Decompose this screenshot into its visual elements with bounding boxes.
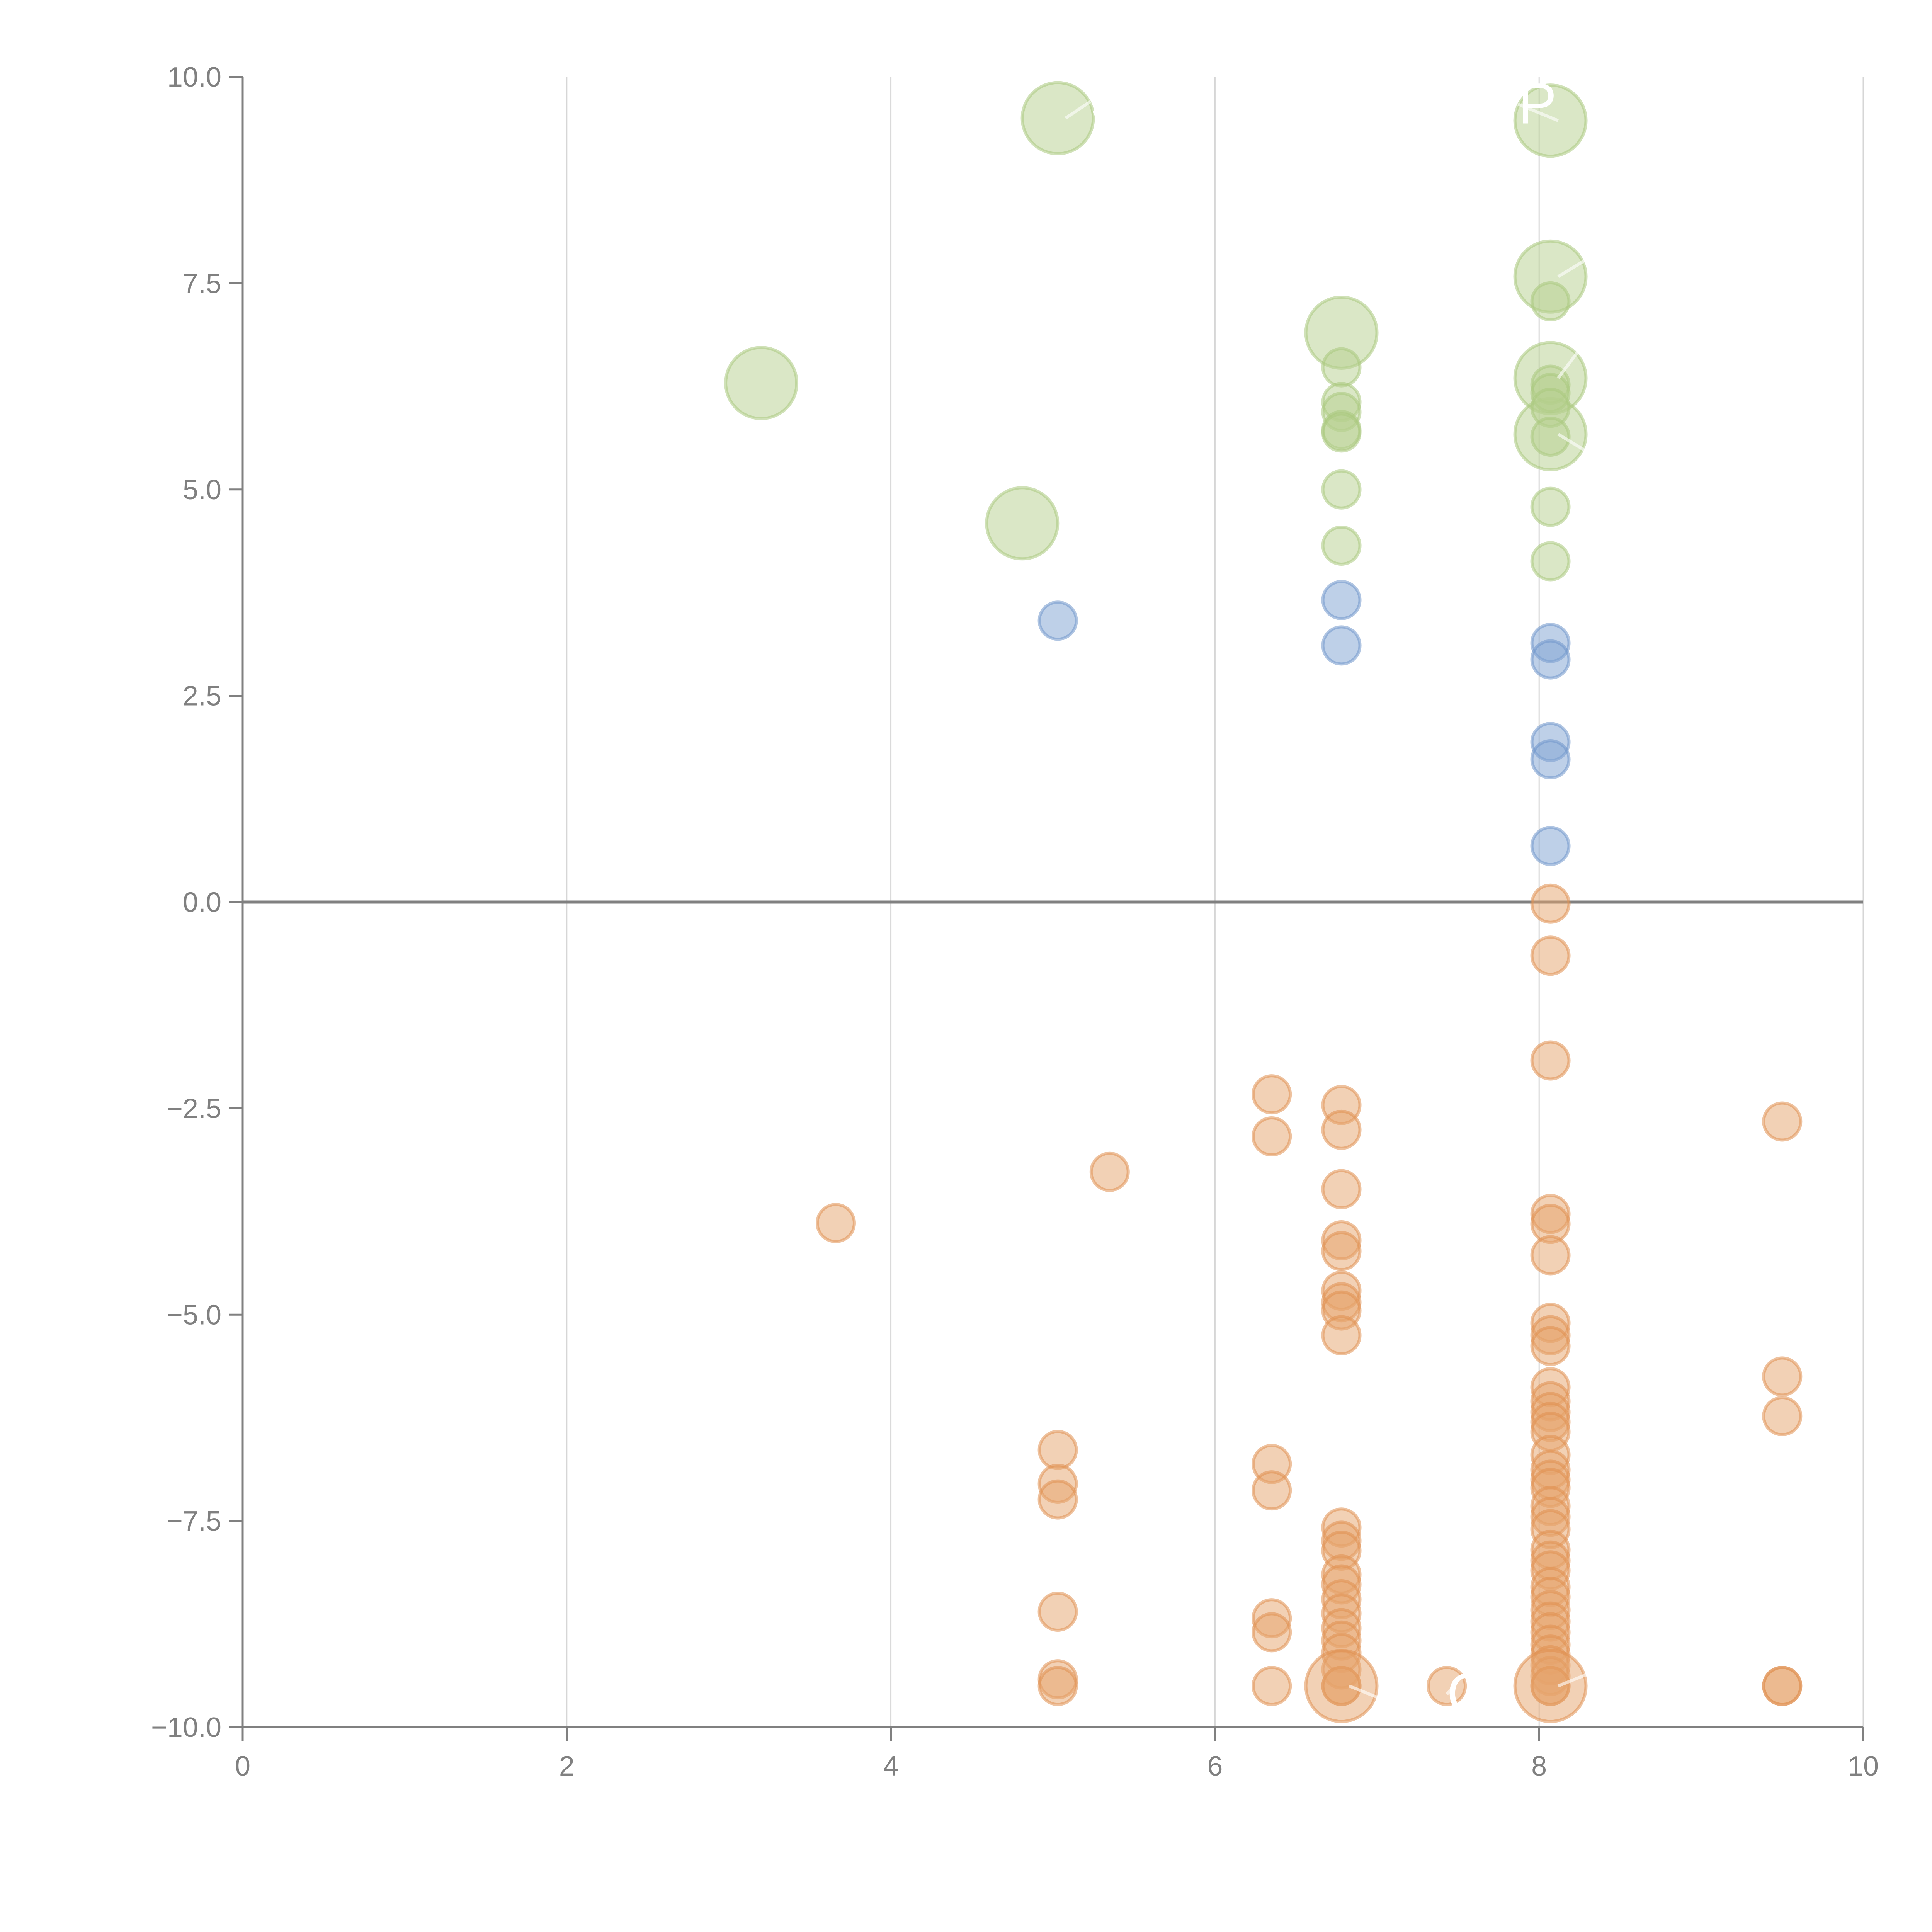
point-green[interactable] bbox=[1321, 347, 1362, 388]
point-orange[interactable] bbox=[1252, 1074, 1292, 1115]
series-orange bbox=[816, 883, 1803, 1723]
point-green[interactable] bbox=[1530, 486, 1571, 527]
y-tick-label: 2.5 bbox=[183, 681, 221, 712]
point-blue[interactable] bbox=[1530, 639, 1571, 680]
point-orange[interactable] bbox=[1089, 1151, 1130, 1192]
annotation-label: A bbox=[1599, 219, 1638, 284]
point-orange[interactable] bbox=[1252, 1470, 1292, 1511]
point-blue[interactable] bbox=[1321, 580, 1362, 620]
point-orange[interactable] bbox=[1762, 1101, 1803, 1142]
y-tick-label: −2.5 bbox=[167, 1093, 221, 1124]
point-orange[interactable] bbox=[1304, 1649, 1379, 1723]
point-orange[interactable] bbox=[1513, 1649, 1588, 1723]
y-tick-label: 7.5 bbox=[183, 268, 221, 299]
annotation-label: A bbox=[1599, 1636, 1638, 1701]
annotation-leader bbox=[1065, 100, 1091, 120]
point-orange[interactable] bbox=[816, 1203, 856, 1243]
y-tick-label: −5.0 bbox=[167, 1299, 221, 1330]
point-orange[interactable] bbox=[1762, 1356, 1803, 1397]
series-green bbox=[724, 81, 1588, 582]
point-blue[interactable] bbox=[1037, 600, 1078, 641]
point-orange[interactable] bbox=[1252, 1116, 1292, 1156]
annotation-leader bbox=[1558, 1668, 1600, 1687]
point-orange[interactable] bbox=[1037, 1430, 1078, 1470]
x-tick-label: 2 bbox=[559, 1751, 575, 1782]
point-orange[interactable] bbox=[1321, 1231, 1362, 1271]
point-orange[interactable] bbox=[1321, 1169, 1362, 1209]
point-orange[interactable] bbox=[1530, 935, 1571, 976]
point-green[interactable] bbox=[1321, 412, 1362, 453]
point-orange[interactable] bbox=[1762, 1396, 1803, 1436]
point-blue[interactable] bbox=[1530, 826, 1571, 866]
annotation-leader bbox=[1349, 1684, 1391, 1704]
point-green[interactable] bbox=[1513, 83, 1588, 158]
point-green[interactable] bbox=[1530, 417, 1571, 457]
point-blue[interactable] bbox=[1530, 739, 1571, 780]
annotation-label: P bbox=[1518, 71, 1557, 136]
y-tick-label: 10.0 bbox=[167, 62, 221, 93]
y-axis-ticks: 10.0 7.5 5.0 2.5 0.0 −2.5 −5.0 −7.5 −10.0 bbox=[151, 62, 243, 1743]
point-orange[interactable] bbox=[1037, 1666, 1078, 1706]
annotation-label: A bbox=[1390, 1669, 1429, 1734]
point-orange[interactable] bbox=[1762, 1666, 1803, 1706]
series-blue bbox=[1037, 580, 1571, 866]
x-tick-label: 6 bbox=[1207, 1751, 1223, 1782]
points-layer bbox=[724, 81, 1803, 1723]
annotation-label: G bbox=[1447, 1661, 1492, 1726]
annotation-leader bbox=[1446, 1685, 1456, 1696]
point-green[interactable] bbox=[985, 486, 1060, 561]
point-orange[interactable] bbox=[1427, 1666, 1467, 1706]
y-tick-label: −7.5 bbox=[167, 1506, 221, 1537]
annotation-label: S bbox=[1090, 68, 1129, 133]
point-orange[interactable] bbox=[1037, 1479, 1078, 1520]
annotation-label: A bbox=[1599, 426, 1638, 491]
point-green[interactable] bbox=[1530, 281, 1571, 321]
point-orange[interactable] bbox=[1252, 1612, 1292, 1653]
annotation-leader bbox=[1557, 344, 1584, 379]
point-green[interactable] bbox=[1530, 541, 1571, 582]
y-tick-label: 5.0 bbox=[183, 474, 221, 505]
point-orange[interactable] bbox=[1321, 1109, 1362, 1150]
x-tick-label: 8 bbox=[1531, 1751, 1547, 1782]
point-orange[interactable] bbox=[1530, 1040, 1571, 1081]
x-tick-label: 4 bbox=[883, 1751, 899, 1782]
x-tick-label: 0 bbox=[235, 1751, 250, 1782]
point-orange[interactable] bbox=[1530, 1326, 1571, 1366]
point-green[interactable] bbox=[724, 346, 799, 420]
y-tick-label: 0.0 bbox=[183, 887, 221, 918]
point-orange[interactable] bbox=[1252, 1666, 1292, 1706]
point-orange[interactable] bbox=[1321, 1315, 1362, 1355]
point-green[interactable] bbox=[1321, 469, 1362, 510]
annotation-leader bbox=[1517, 102, 1559, 122]
annotation-leader bbox=[1557, 433, 1600, 461]
annotation-label: I bbox=[1583, 312, 1599, 377]
point-orange[interactable] bbox=[1530, 883, 1571, 924]
point-blue[interactable] bbox=[1321, 625, 1362, 666]
annotation-leader bbox=[1557, 250, 1600, 278]
point-orange[interactable] bbox=[1037, 1592, 1078, 1632]
x-tick-label: 10 bbox=[1848, 1751, 1879, 1782]
point-green[interactable] bbox=[1321, 525, 1362, 566]
x-axis-ticks: 0 2 4 6 8 10 bbox=[235, 1727, 1879, 1782]
point-orange[interactable] bbox=[1530, 1235, 1571, 1276]
point-green[interactable] bbox=[1020, 81, 1095, 155]
y-tick-label: −10.0 bbox=[151, 1712, 221, 1743]
